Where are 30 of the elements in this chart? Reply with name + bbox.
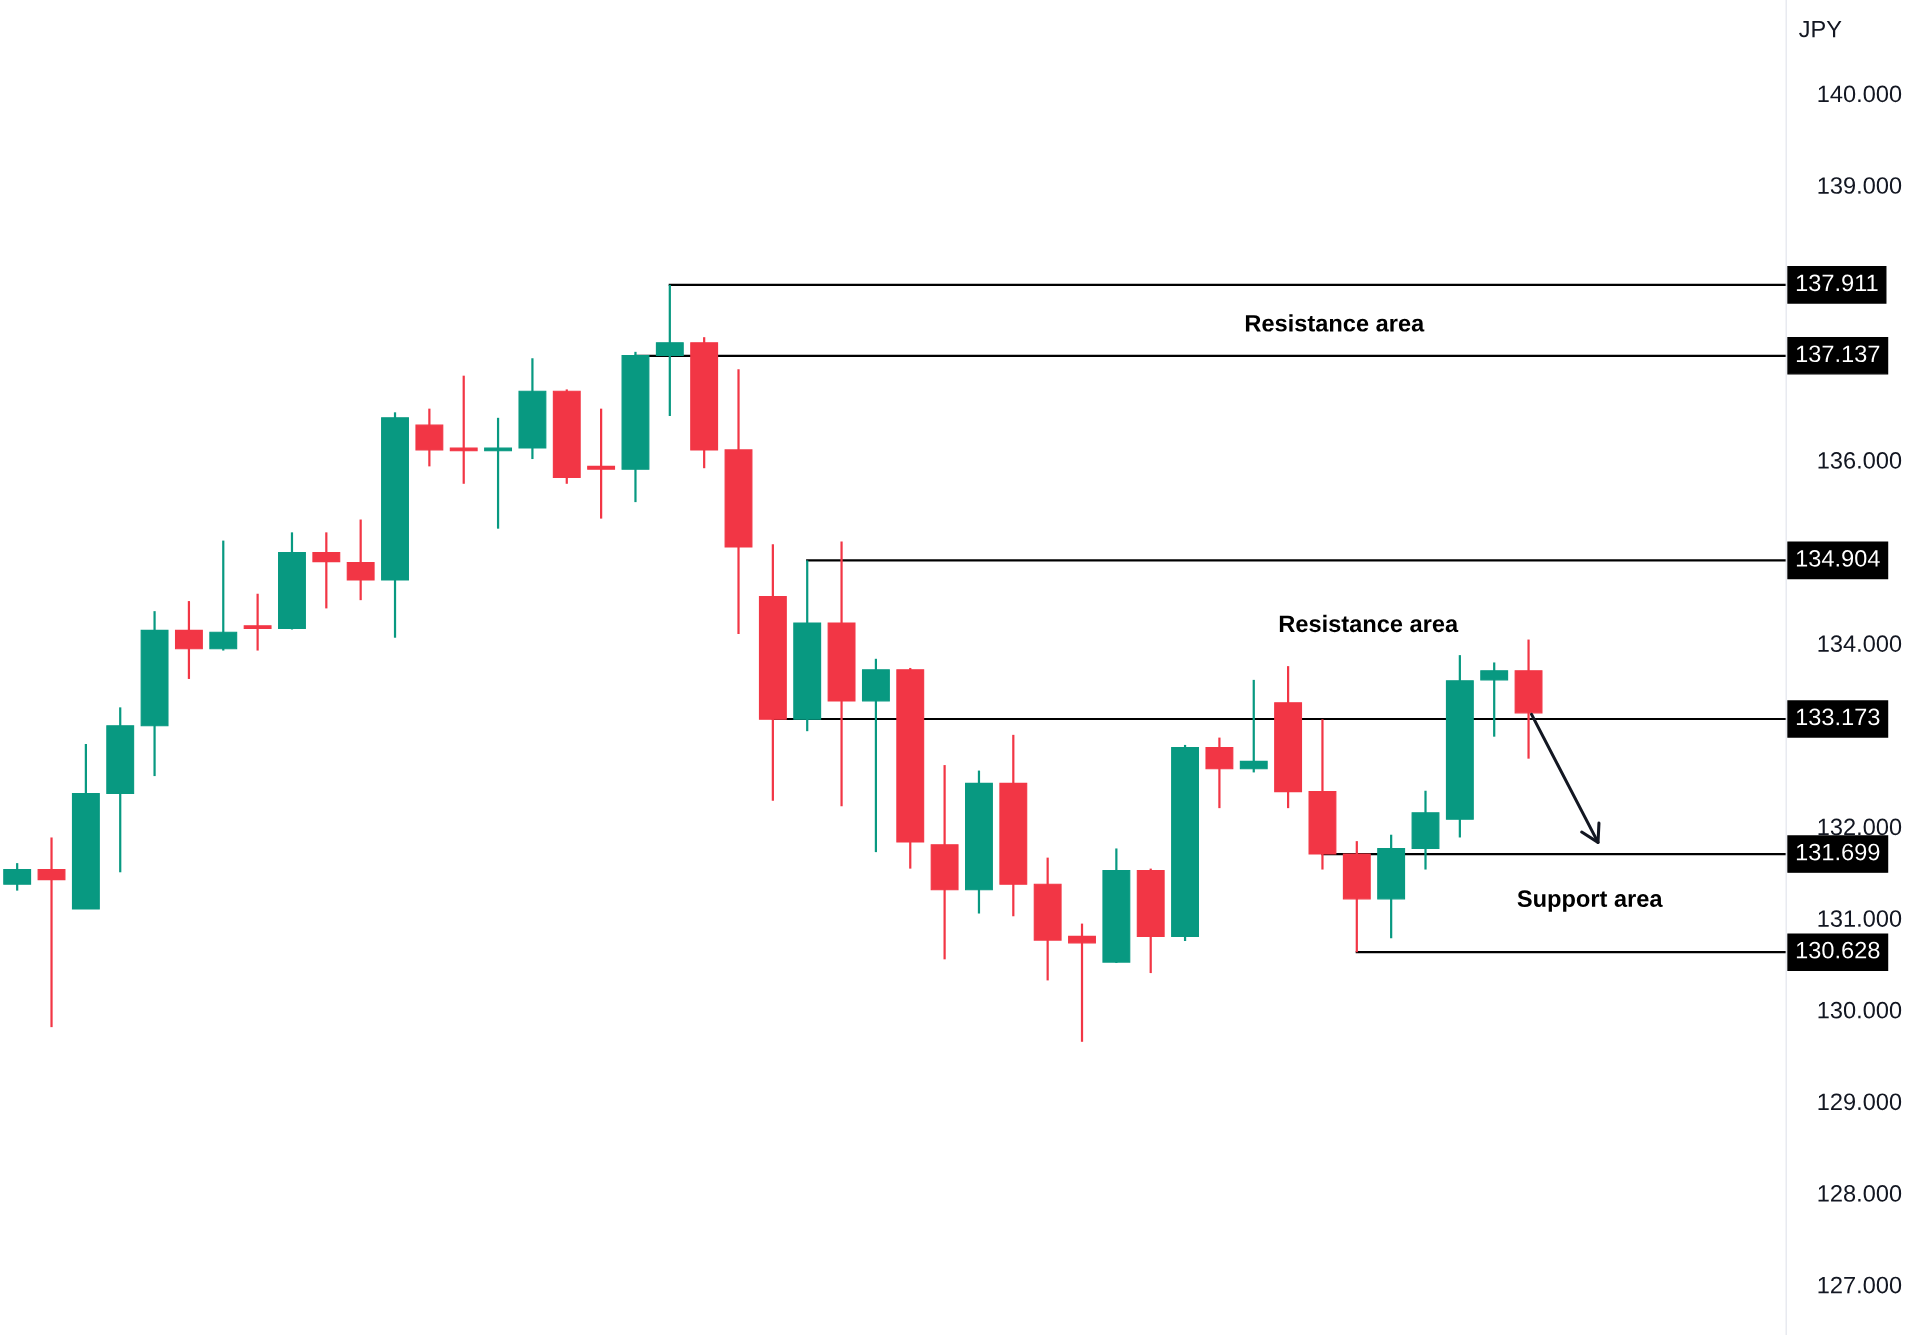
ref-line-label: 131.699 <box>1796 843 1880 861</box>
y-tick-label: 140.000 <box>1818 85 1902 103</box>
candlestick <box>243 592 272 652</box>
annotation: Support area <box>1517 890 1663 912</box>
ref-line-label: 137.137 <box>1796 345 1880 363</box>
candlestick <box>37 836 66 1029</box>
ref-line-label: 137.911 <box>1796 274 1878 292</box>
y-tick-label: 136.000 <box>1818 452 1902 469</box>
y-tick-label: 128.000 <box>1818 1185 1902 1202</box>
candlestick <box>655 283 684 418</box>
candlestick <box>484 416 513 530</box>
ref-line-label: 133.173 <box>1796 708 1880 726</box>
y-tick-label: 134.000 <box>1818 635 1902 653</box>
y-tick-label: 130.000 <box>1818 1001 1902 1019</box>
y-tick-label: 129.000 <box>1818 1093 1902 1111</box>
ref-line-label: 134.904 <box>1796 550 1880 567</box>
ref-line-label: 130.628 <box>1796 941 1880 959</box>
candlestick <box>1239 678 1268 774</box>
candlestick <box>587 407 616 520</box>
candlestick <box>1068 922 1096 1043</box>
y-tick-label: 132.000 <box>1818 818 1902 836</box>
candlestick <box>312 531 341 610</box>
y-axis-title: JPY <box>1799 20 1842 38</box>
y-tick-label: 139.000 <box>1818 177 1902 194</box>
candlestick <box>449 374 478 485</box>
y-tick-label: 131.000 <box>1818 910 1902 927</box>
annotation: Resistance area <box>1279 614 1459 633</box>
y-tick-label: 127.000 <box>1818 1276 1902 1294</box>
annotation: Resistance area <box>1245 314 1425 332</box>
candlestick <box>1480 661 1509 738</box>
